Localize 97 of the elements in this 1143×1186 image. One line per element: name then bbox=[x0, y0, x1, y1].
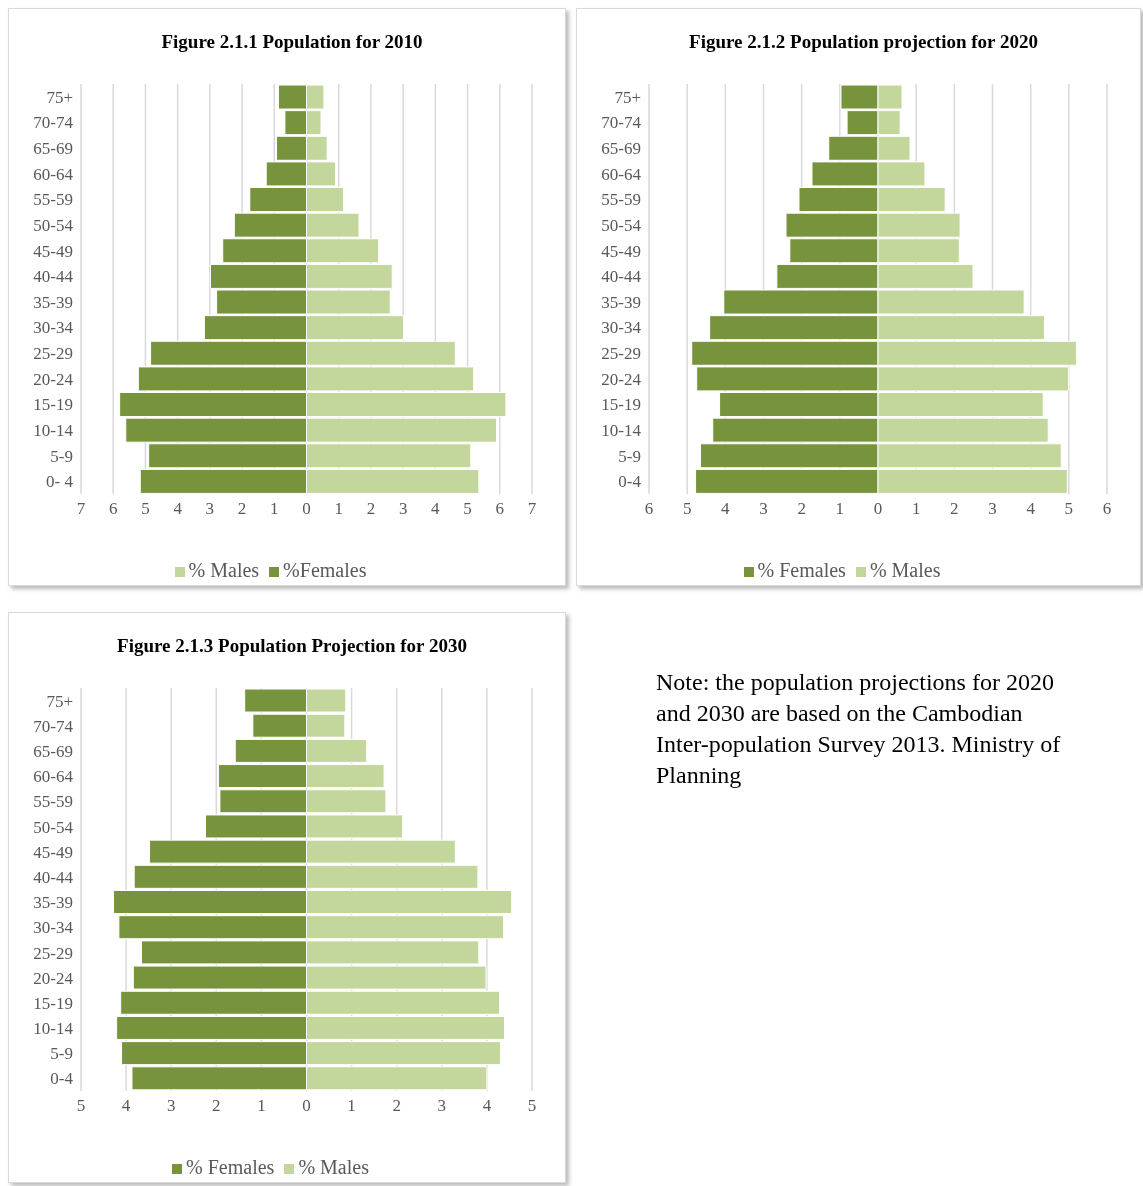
y-tick-label: 70-74 bbox=[33, 113, 74, 133]
x-tick-label: 3 bbox=[988, 499, 997, 519]
y-tick-label: 70-74 bbox=[33, 716, 74, 736]
y-tick-label: 55-59 bbox=[33, 792, 73, 812]
legend-label: %Females bbox=[283, 559, 367, 581]
y-tick-label: 35-39 bbox=[601, 292, 641, 312]
y-tick-label: 50-54 bbox=[33, 817, 74, 837]
y-tick-label: 60-64 bbox=[601, 164, 642, 184]
y-tick-label: 45-49 bbox=[33, 842, 73, 862]
x-tick-label: 2 bbox=[212, 1096, 221, 1116]
x-tick-label: 5 bbox=[76, 1096, 86, 1116]
y-tick-label: 0-4 bbox=[50, 1069, 74, 1089]
x-tick-label: 3 bbox=[205, 499, 215, 519]
x-tick-label: 1 bbox=[334, 499, 343, 519]
y-tick-label: 15-19 bbox=[33, 993, 73, 1013]
x-tick-label: 1 bbox=[270, 499, 279, 519]
y-tick-label: 35-39 bbox=[33, 893, 73, 913]
x-tick-label: 2 bbox=[237, 499, 247, 519]
y-tick-label: 75+ bbox=[614, 87, 641, 107]
y-tick-label: 30-34 bbox=[33, 918, 74, 938]
y-tick-label: 25-29 bbox=[33, 344, 73, 364]
y-tick-label: 10-14 bbox=[601, 420, 642, 440]
y-tick-label: 40-44 bbox=[601, 267, 642, 287]
x-tick-label: 1 bbox=[911, 499, 921, 519]
y-tick-label: 65-69 bbox=[33, 139, 73, 159]
x-tick-label: 2 bbox=[797, 499, 806, 519]
y-tick-label: 25-29 bbox=[601, 344, 641, 364]
y-tick-label: 55-59 bbox=[33, 190, 73, 210]
x-tick-label: 3 bbox=[759, 499, 768, 519]
y-tick-label: 25-29 bbox=[33, 943, 73, 963]
x-tick-label: 0 bbox=[302, 1096, 311, 1116]
x-tick-label: 4 bbox=[1026, 499, 1036, 519]
x-tick-label: 1 bbox=[835, 499, 845, 519]
y-tick-label: 65-69 bbox=[601, 139, 641, 159]
x-tick-label: 2 bbox=[950, 499, 959, 519]
chart-title: Figure 2.1.1 Population for 2010 bbox=[160, 30, 424, 54]
y-tick-label: 5-9 bbox=[50, 1044, 73, 1064]
y-tick-label: 0- 4 bbox=[46, 472, 74, 492]
x-tick-label: 6 bbox=[108, 499, 118, 519]
x-tick-label: 6 bbox=[644, 499, 654, 519]
x-tick-label: 0 bbox=[302, 499, 311, 519]
y-tick-label: 15-19 bbox=[33, 395, 73, 415]
x-tick-label: 7 bbox=[76, 499, 86, 519]
x-tick-label: 6 bbox=[1102, 499, 1112, 519]
x-tick-label: 4 bbox=[121, 1096, 131, 1116]
y-tick-label: 10-14 bbox=[33, 1019, 74, 1039]
x-tick-label: 3 bbox=[398, 499, 408, 519]
chart-title: Figure 2.1.2 Population projection for 2020 bbox=[688, 30, 1039, 54]
x-tick-label: 0 bbox=[873, 499, 883, 519]
legend-label: % Females bbox=[186, 1156, 275, 1178]
x-tick-label: 4 bbox=[482, 1096, 492, 1116]
x-tick-label: 7 bbox=[527, 499, 537, 519]
legend-label: % Males bbox=[298, 1156, 369, 1178]
x-tick-label: 2 bbox=[366, 499, 376, 519]
y-tick-label: 50-54 bbox=[33, 215, 74, 235]
y-tick-label: 60-64 bbox=[33, 164, 74, 184]
x-tick-label: 2 bbox=[392, 1096, 401, 1116]
y-tick-label: 0-4 bbox=[618, 472, 642, 492]
x-tick-label: 5 bbox=[463, 499, 472, 519]
y-tick-label: 5-9 bbox=[50, 446, 73, 466]
y-tick-label: 55-59 bbox=[601, 190, 641, 210]
x-tick-label: 4 bbox=[431, 499, 441, 519]
y-tick-label: 75+ bbox=[46, 691, 73, 711]
y-tick-label: 35-39 bbox=[33, 292, 73, 312]
y-tick-label: 20-24 bbox=[601, 369, 642, 389]
y-tick-label: 20-24 bbox=[33, 369, 74, 389]
text: Note: the population projections for 2020 and 2030 are based on the Cambodian Inter-population Survey 2013. Ministry of Planning bbox=[656, 668, 1062, 790]
x-tick-label: 1 bbox=[257, 1096, 266, 1116]
x-tick-label: 5 bbox=[1064, 499, 1074, 519]
legend-label: % Males bbox=[869, 559, 941, 581]
legend-label: % Females bbox=[757, 559, 846, 581]
legend-label: % Males bbox=[188, 559, 260, 581]
y-tick-label: 45-49 bbox=[601, 241, 641, 261]
y-tick-label: 50-54 bbox=[601, 215, 642, 235]
y-tick-label: 70-74 bbox=[601, 113, 642, 133]
x-tick-label: 4 bbox=[173, 499, 183, 519]
y-tick-label: 10-14 bbox=[33, 420, 74, 440]
y-tick-label: 60-64 bbox=[33, 767, 74, 787]
x-tick-label: 3 bbox=[437, 1096, 447, 1116]
x-tick-label: 4 bbox=[721, 499, 731, 519]
y-tick-label: 40-44 bbox=[33, 867, 74, 887]
x-tick-label: 5 bbox=[682, 499, 692, 519]
y-tick-label: 75+ bbox=[46, 87, 73, 107]
y-tick-label: 30-34 bbox=[33, 318, 74, 338]
y-tick-label: 5-9 bbox=[618, 446, 641, 466]
x-tick-label: 5 bbox=[141, 499, 150, 519]
y-tick-label: 15-19 bbox=[601, 395, 641, 415]
x-tick-label: 6 bbox=[495, 499, 505, 519]
x-tick-label: 5 bbox=[527, 1096, 537, 1116]
y-tick-label: 40-44 bbox=[33, 267, 74, 287]
y-tick-label: 30-34 bbox=[601, 318, 642, 338]
x-tick-label: 1 bbox=[347, 1096, 356, 1116]
y-tick-label: 45-49 bbox=[33, 241, 73, 261]
y-tick-label: 20-24 bbox=[33, 968, 74, 988]
y-tick-label: 65-69 bbox=[33, 742, 73, 761]
x-tick-label: 3 bbox=[166, 1096, 176, 1116]
chart-title: Figure 2.1.3 Population Projection for 2030 bbox=[116, 634, 468, 658]
